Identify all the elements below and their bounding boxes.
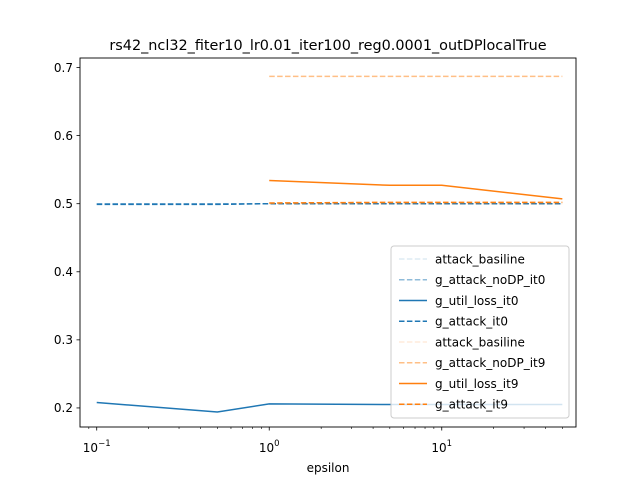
x-axis-label: epsilon: [307, 461, 350, 475]
plot-frame: [79, 57, 577, 428]
y-tick-label-2: 0.4: [54, 265, 73, 279]
y-tick-label-4: 0.6: [54, 129, 73, 143]
legend: attack_basiline g_attack_noDP_it0 g_util_l…: [390, 245, 570, 419]
x-tick-label-2: 101: [431, 439, 452, 455]
legend-label-5: g_attack_noDP_it9: [435, 356, 545, 370]
y-tick-label-5: 0.7: [54, 61, 73, 75]
legend-label-4: attack_basiline: [435, 335, 525, 349]
x-tick-label-1: 100: [259, 439, 280, 455]
y-tick-label-1: 0.3: [54, 333, 73, 347]
x-tick-label-0: 10−1: [83, 439, 111, 455]
x-axis-ticks: 10−1 100 101: [83, 427, 563, 455]
legend-label-3: g_attack_it0: [435, 315, 508, 329]
chart-title: rs42_ncl32_fiter10_lr0.01_iter100_reg0.0…: [109, 38, 546, 54]
series-line-6: [269, 179, 563, 200]
y-tick-label-0: 0.2: [54, 401, 73, 415]
legend-label-7: g_attack_it9: [435, 398, 508, 412]
series-line-3: [96, 202, 563, 206]
legend-frame: [390, 245, 570, 419]
legend-label-0: attack_basiline: [435, 252, 525, 266]
series-line-7: [269, 201, 563, 204]
legend-label-2: g_util_loss_it0: [435, 294, 518, 308]
legend-label-1: g_attack_noDP_it0: [435, 273, 545, 287]
y-tick-label-3: 0.5: [54, 197, 73, 211]
y-axis-ticks: 0.2 0.3 0.4 0.5 0.6 0.7: [54, 61, 80, 415]
legend-label-6: g_util_loss_it9: [435, 377, 518, 391]
